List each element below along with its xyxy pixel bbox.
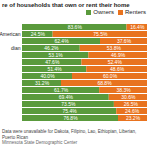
svg-text:76.8%: 76.8% bbox=[63, 115, 78, 121]
svg-text:16.4%: 16.4% bbox=[130, 24, 145, 30]
html-text:Renters: Renters bbox=[125, 9, 146, 15]
svg-text:53.8%: 53.8% bbox=[107, 45, 122, 51]
svg-text:24.6%: 24.6% bbox=[125, 108, 140, 114]
svg-text:46.2%: 46.2% bbox=[44, 45, 59, 51]
svg-text:23.2%: 23.2% bbox=[126, 115, 141, 121]
svg-text:68.8%: 68.8% bbox=[97, 80, 112, 86]
html-text:re of households that own or r: re of households that own or rent their … bbox=[2, 2, 130, 8]
svg-text:73.5%: 73.5% bbox=[61, 101, 76, 107]
svg-text:62.4%: 62.4% bbox=[54, 38, 69, 44]
svg-text:24.5%: 24.5% bbox=[31, 31, 46, 37]
svg-text:51.4%: 51.4% bbox=[48, 66, 63, 72]
svg-text:61.7%: 61.7% bbox=[54, 87, 69, 93]
svg-text:48.6%: 48.6% bbox=[110, 66, 125, 72]
svg-text:38.3%: 38.3% bbox=[116, 87, 131, 93]
svg-text:dian: dian bbox=[11, 45, 21, 51]
svg-text:47.6%: 47.6% bbox=[45, 59, 60, 65]
svg-text:37.6%: 37.6% bbox=[117, 38, 132, 44]
html-text:Data were unavailable for Dako: Data were unavailable for Dakota, Filipi… bbox=[2, 129, 137, 140]
svg-text:60.0%: 60.0% bbox=[103, 73, 118, 79]
svg-text:53.1%: 53.1% bbox=[49, 52, 64, 58]
svg-text:31.2%: 31.2% bbox=[35, 80, 50, 86]
svg-text:46.9%: 46.9% bbox=[111, 52, 126, 58]
svg-text:75.4%: 75.4% bbox=[63, 108, 78, 114]
html-text:Minnesota State Demographic Ce: Minnesota State Demographic Center bbox=[2, 140, 78, 145]
svg-text:83.6%: 83.6% bbox=[68, 24, 83, 30]
svg-text:52.4%: 52.4% bbox=[108, 59, 123, 65]
svg-text:26.5%: 26.5% bbox=[124, 101, 139, 107]
svg-text:30.6%: 30.6% bbox=[121, 94, 136, 100]
svg-text:40.0%: 40.0% bbox=[40, 73, 55, 79]
svg-text:69.4%: 69.4% bbox=[59, 94, 74, 100]
html-text:Owners: Owners bbox=[93, 9, 114, 15]
svg-text:75.5%: 75.5% bbox=[93, 31, 108, 37]
svg-text:American: American bbox=[0, 31, 21, 37]
